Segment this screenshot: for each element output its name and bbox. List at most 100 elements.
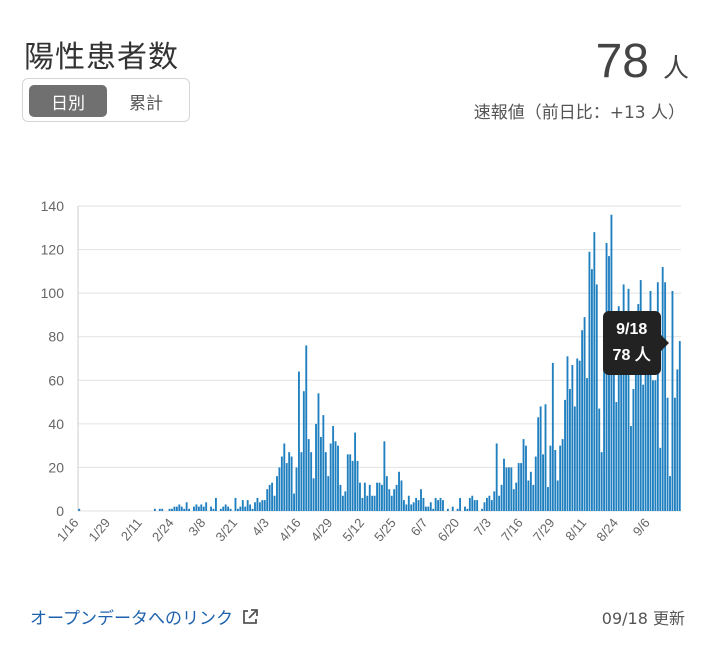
data-bar (158, 508, 161, 511)
x-tick-label: 7/29 (530, 515, 558, 544)
data-bar (424, 506, 427, 511)
data-bar (520, 463, 523, 511)
data-bar (466, 508, 469, 511)
data-bar (298, 371, 300, 511)
x-tick-label: 3/8 (185, 515, 208, 538)
data-bar (581, 330, 584, 511)
data-bar (312, 478, 315, 511)
data-bar (420, 489, 422, 511)
data-bar (488, 495, 491, 511)
data-bar (300, 452, 303, 511)
data-bar (459, 497, 461, 511)
data-bar (576, 358, 579, 511)
data-bar (402, 500, 405, 511)
data-bar (630, 426, 632, 511)
data-bar (564, 399, 566, 511)
data-bar (202, 506, 205, 511)
data-bar (544, 404, 547, 511)
data-bar (341, 495, 344, 511)
data-bar (280, 456, 283, 511)
data-bar (642, 384, 645, 511)
data-bar (249, 504, 252, 511)
data-bar (234, 497, 237, 511)
data-bar (568, 389, 571, 511)
data-bar (415, 497, 418, 511)
data-bar (210, 506, 212, 511)
data-bar (503, 458, 505, 511)
y-tick-label: 40 (48, 416, 64, 432)
data-bar (390, 495, 393, 511)
open-data-link[interactable]: オープンデータへのリンク (30, 604, 259, 629)
data-bar (671, 290, 674, 511)
data-bar (559, 445, 562, 511)
data-bar (652, 380, 654, 511)
data-bar (578, 360, 581, 511)
data-bar (593, 232, 596, 511)
data-bar (561, 439, 564, 511)
data-bar (551, 362, 554, 511)
data-bar (290, 456, 293, 511)
data-bar (434, 497, 437, 511)
data-bar (241, 500, 244, 511)
data-bar (346, 454, 349, 511)
data-bar (647, 360, 649, 511)
data-bar (212, 508, 215, 511)
data-bar (359, 482, 361, 511)
y-tick-label: 100 (41, 285, 65, 301)
data-bar (637, 304, 640, 511)
data-bar (327, 476, 330, 511)
data-bar (600, 452, 603, 511)
data-bar (625, 323, 627, 511)
y-tick-label: 80 (48, 329, 64, 345)
data-bar (590, 269, 593, 511)
daily-cases-bar-chart: 0 20 40 60 80 100 120 140 1/16 1/29 2/11 2/24 3/8 3/2… (41, 198, 681, 544)
data-bar (485, 497, 488, 511)
data-bar (256, 497, 259, 511)
data-bar (344, 491, 347, 511)
data-bar (451, 506, 454, 511)
data-bar (583, 317, 586, 511)
data-bar (442, 500, 444, 511)
data-bar (261, 500, 264, 511)
data-bar (337, 445, 339, 511)
x-tick-label: 2/11 (118, 515, 145, 543)
data-bar (393, 489, 396, 511)
data-bar (456, 508, 459, 511)
x-tick-label: 8/24 (593, 515, 621, 544)
daily-toggle-button[interactable]: 日別 (29, 85, 107, 117)
tooltip-date: 9/18 (616, 321, 648, 339)
x-tick-label: 5/25 (371, 515, 399, 544)
data-bar (205, 502, 208, 511)
data-bar (351, 460, 354, 511)
x-tick-label: 5/12 (339, 515, 367, 544)
data-bar (315, 423, 317, 511)
data-bar (659, 447, 662, 511)
data-bar (588, 251, 591, 511)
data-bar (615, 402, 618, 511)
data-bar (302, 391, 305, 511)
data-bar (266, 489, 269, 511)
day-over-day-note: 速報値（前日比：+13 人） (473, 103, 685, 123)
data-bar (429, 502, 432, 511)
data-bar (632, 389, 635, 511)
data-bar (193, 506, 195, 511)
data-bar (573, 406, 576, 511)
data-bar (258, 502, 261, 511)
data-bar (383, 441, 386, 511)
data-bar (676, 369, 679, 511)
data-bar (515, 482, 518, 511)
data-bar (605, 243, 608, 511)
data-bar (376, 482, 378, 511)
cumulative-toggle-button[interactable]: 累計 (129, 93, 163, 114)
y-tick-label: 60 (48, 372, 64, 388)
data-bar (278, 467, 281, 511)
data-bar (268, 484, 271, 511)
data-bar (432, 508, 435, 511)
data-bar (527, 480, 530, 511)
data-bar (388, 489, 391, 511)
data-bar (571, 365, 574, 511)
data-bar (468, 497, 471, 511)
data-bar (244, 506, 247, 511)
x-tick-label: 1/16 (54, 515, 82, 544)
